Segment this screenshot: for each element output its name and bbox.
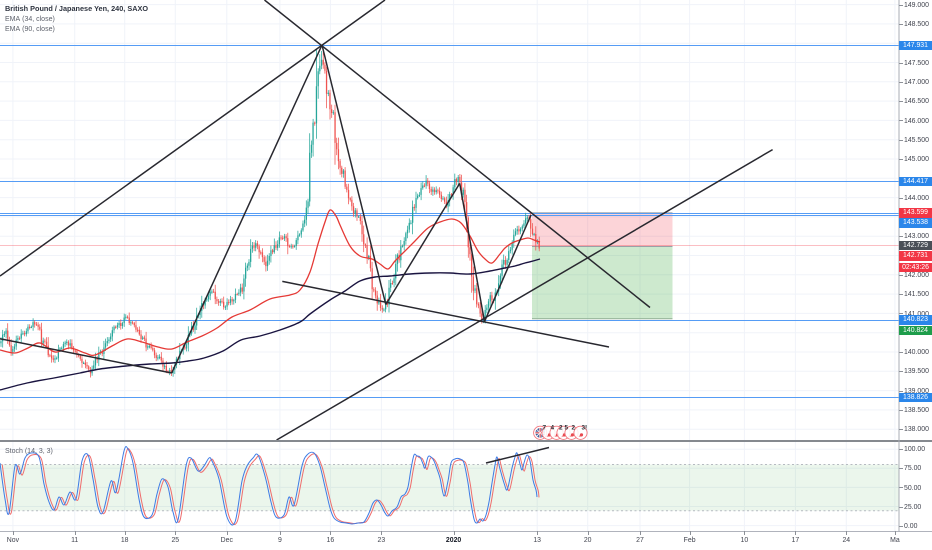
svg-text:3!: 3! bbox=[582, 425, 588, 432]
svg-text:2: 2 bbox=[572, 425, 576, 432]
svg-text:4: 4 bbox=[551, 425, 555, 432]
svg-text:7: 7 bbox=[543, 425, 547, 432]
svg-text:2: 2 bbox=[559, 425, 563, 432]
svg-text:5: 5 bbox=[565, 425, 569, 432]
